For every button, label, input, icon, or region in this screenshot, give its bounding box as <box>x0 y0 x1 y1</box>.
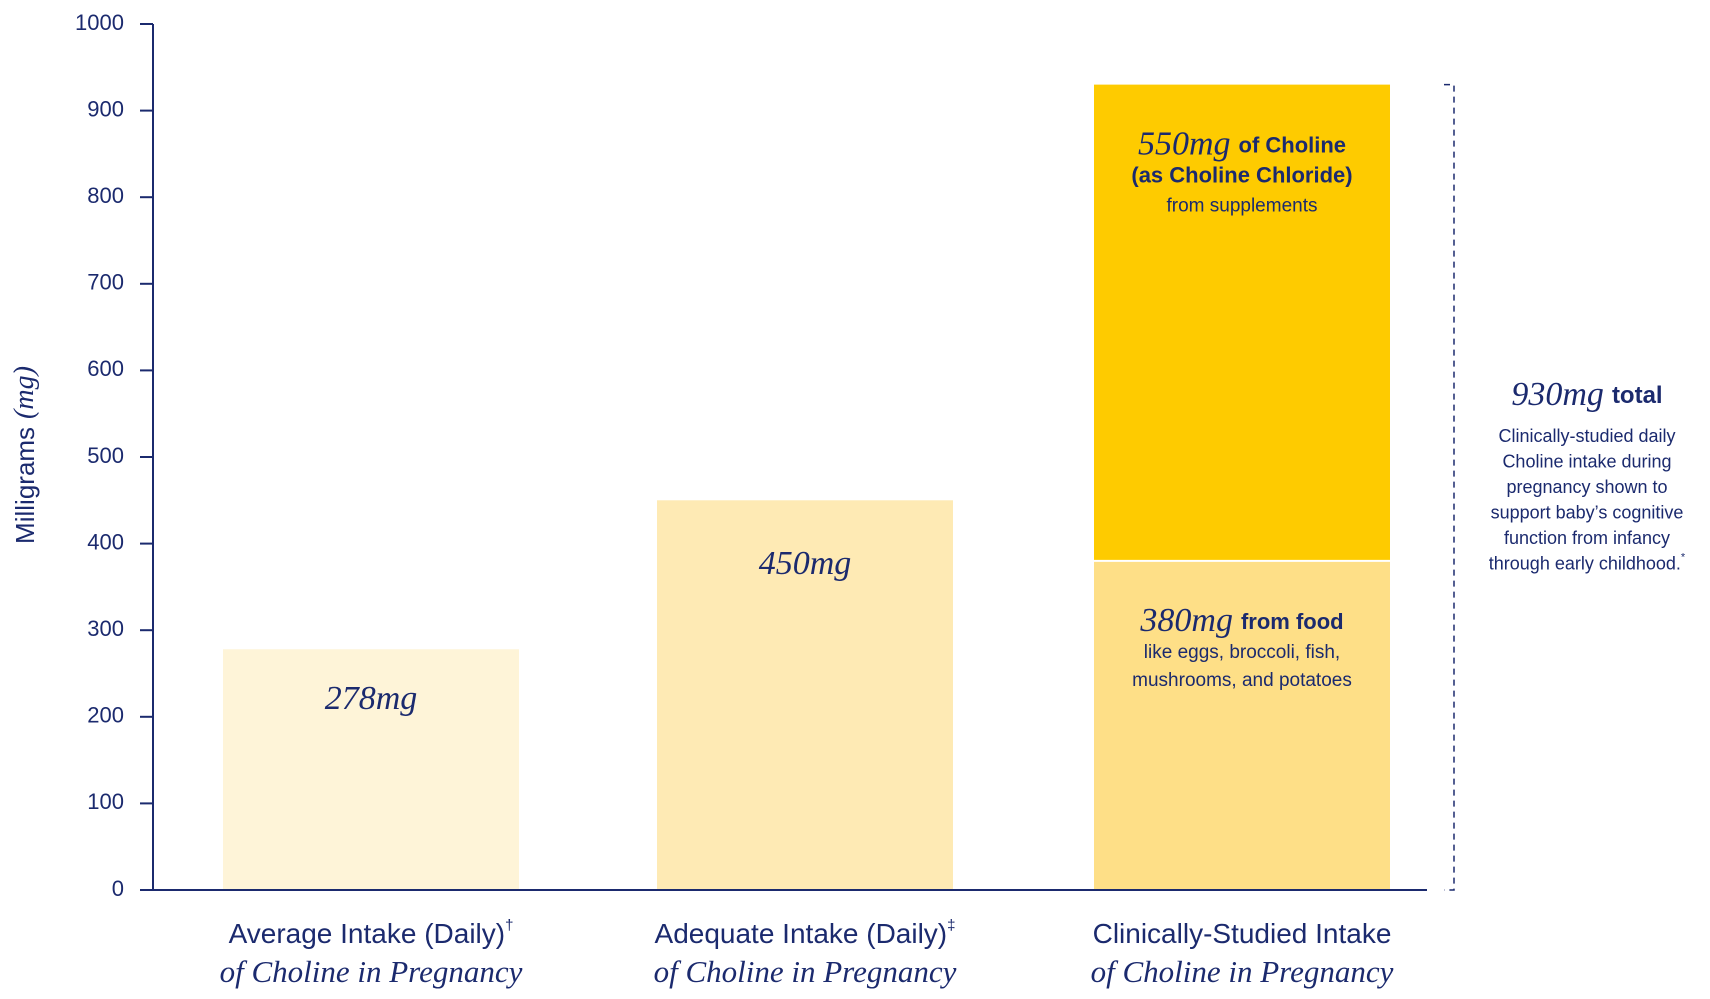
y-tick-label: 700 <box>87 270 124 295</box>
total-note-mark: * <box>1681 551 1686 563</box>
total-note: function from infancy <box>1504 528 1670 548</box>
category-name: Clinically-Studied Intake <box>1093 918 1392 949</box>
bar-segment <box>1094 84 1390 561</box>
segment-note: mushrooms, and potatoes <box>1132 670 1352 691</box>
total-note-line: function from infancy <box>1504 528 1670 548</box>
total-note-line: Choline intake during <box>1502 451 1671 471</box>
category-subtitle: of Choline in Pregnancy <box>220 954 523 989</box>
y-axis-label-unit: (mg) <box>9 366 40 419</box>
y-tick-label: 200 <box>87 703 124 728</box>
total-note: through early childhood.* <box>1489 551 1686 573</box>
total-bracket <box>1444 83 1455 891</box>
category-mark: ‡ <box>947 917 955 934</box>
total-note: pregnancy shown to <box>1506 477 1667 497</box>
total-note: Clinically-studied daily <box>1498 426 1675 446</box>
value-label: 380mg from food <box>1139 602 1343 639</box>
bar-segment <box>1094 560 1390 890</box>
y-axis-label-text: Milligrams <box>10 427 40 544</box>
category-subtitle: of Choline in Pregnancy <box>1091 954 1394 989</box>
y-axis-label: Milligrams (mg) <box>9 366 40 544</box>
x-tick-label: Average Intake (Daily)† <box>229 917 514 949</box>
category-subtitle: of Choline in Pregnancy <box>654 954 957 989</box>
category-name: Adequate Intake (Daily) <box>655 918 948 949</box>
y-tick-label: 900 <box>87 96 124 121</box>
value-label-suffix: from food <box>1241 609 1344 634</box>
y-tick-label: 400 <box>87 529 124 554</box>
value-label-number: 380mg <box>1139 602 1233 639</box>
value-label: 450mg <box>759 545 852 582</box>
category-name: Average Intake (Daily) <box>229 918 506 949</box>
total-note: support baby’s cognitive <box>1491 502 1684 522</box>
total-label: 930mg total <box>1511 376 1662 413</box>
total-note-line: through early childhood. <box>1489 553 1681 573</box>
y-tick-label: 100 <box>87 789 124 814</box>
segment-note: from supplements <box>1166 196 1317 217</box>
value-label-suffix: of Choline <box>1239 132 1347 157</box>
x-tick-label: Clinically-Studied Intake <box>1093 918 1392 949</box>
category-mark: † <box>505 917 513 934</box>
value-label-number: 278mg <box>325 680 418 717</box>
total-value: 930mg <box>1511 376 1604 413</box>
y-tick-label: 800 <box>87 183 124 208</box>
total-note: Choline intake during <box>1502 451 1671 471</box>
value-label-number: 450mg <box>759 545 852 582</box>
segment-bold-line: (as Choline Chloride) <box>1131 162 1352 187</box>
value-label: 550mg of Choline <box>1138 125 1346 162</box>
total-text: total <box>1612 382 1663 409</box>
segment-note: like eggs, broccoli, fish, <box>1144 642 1340 663</box>
y-tick-label: 1000 <box>75 10 124 35</box>
y-tick-label: 500 <box>87 443 124 468</box>
value-label-number: 550mg <box>1138 125 1231 162</box>
value-label: 278mg <box>325 680 418 717</box>
total-note-line: pregnancy shown to <box>1506 477 1667 497</box>
y-tick-label: 300 <box>87 616 124 641</box>
y-tick-label: 0 <box>112 876 124 901</box>
total-note-line: Clinically-studied daily <box>1498 426 1675 446</box>
bar-segment <box>223 649 519 890</box>
x-tick-label: Adequate Intake (Daily)‡ <box>655 917 956 949</box>
bar-segment <box>657 500 953 890</box>
y-tick-label: 600 <box>87 356 124 381</box>
total-note-line: support baby’s cognitive <box>1491 502 1684 522</box>
